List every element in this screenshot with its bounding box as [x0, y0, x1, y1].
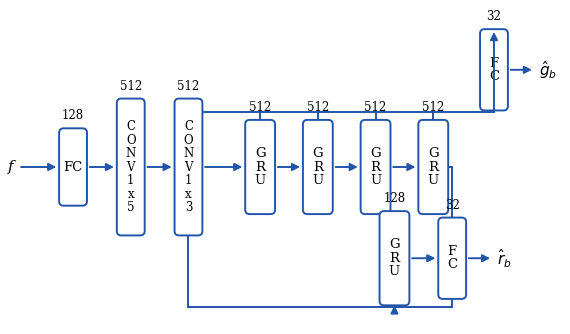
Text: G
R
U: G R U — [389, 238, 400, 278]
Text: 512: 512 — [249, 101, 271, 114]
Text: F
C: F C — [447, 245, 457, 272]
FancyBboxPatch shape — [418, 120, 448, 214]
Text: 128: 128 — [384, 192, 405, 205]
Text: $\hat{g}_b$: $\hat{g}_b$ — [539, 59, 557, 81]
Text: C
O
N
V
1
x
3: C O N V 1 x 3 — [184, 120, 194, 214]
Text: $\hat{r}_b$: $\hat{r}_b$ — [497, 247, 512, 270]
Text: 512: 512 — [364, 101, 386, 114]
Text: 128: 128 — [62, 109, 84, 122]
Text: 32: 32 — [487, 10, 502, 23]
Text: FC: FC — [63, 161, 83, 173]
Text: 512: 512 — [422, 101, 445, 114]
FancyBboxPatch shape — [59, 128, 87, 206]
FancyBboxPatch shape — [480, 29, 508, 111]
Text: 512: 512 — [120, 79, 142, 93]
FancyBboxPatch shape — [117, 99, 145, 235]
Text: C
O
N
V
1
x
5: C O N V 1 x 5 — [125, 120, 136, 214]
Text: 32: 32 — [445, 199, 459, 212]
Text: 512: 512 — [307, 101, 329, 114]
Text: F
C: F C — [489, 56, 499, 83]
Text: 512: 512 — [177, 79, 200, 93]
Text: G
R
U: G R U — [312, 147, 323, 187]
Text: G
R
U: G R U — [370, 147, 381, 187]
FancyBboxPatch shape — [245, 120, 275, 214]
Text: G
R
U: G R U — [254, 147, 266, 187]
FancyBboxPatch shape — [361, 120, 390, 214]
Text: f: f — [9, 160, 14, 174]
FancyBboxPatch shape — [438, 217, 466, 299]
FancyBboxPatch shape — [303, 120, 333, 214]
Text: G
R
U: G R U — [428, 147, 439, 187]
FancyBboxPatch shape — [380, 211, 409, 305]
FancyBboxPatch shape — [174, 99, 202, 235]
